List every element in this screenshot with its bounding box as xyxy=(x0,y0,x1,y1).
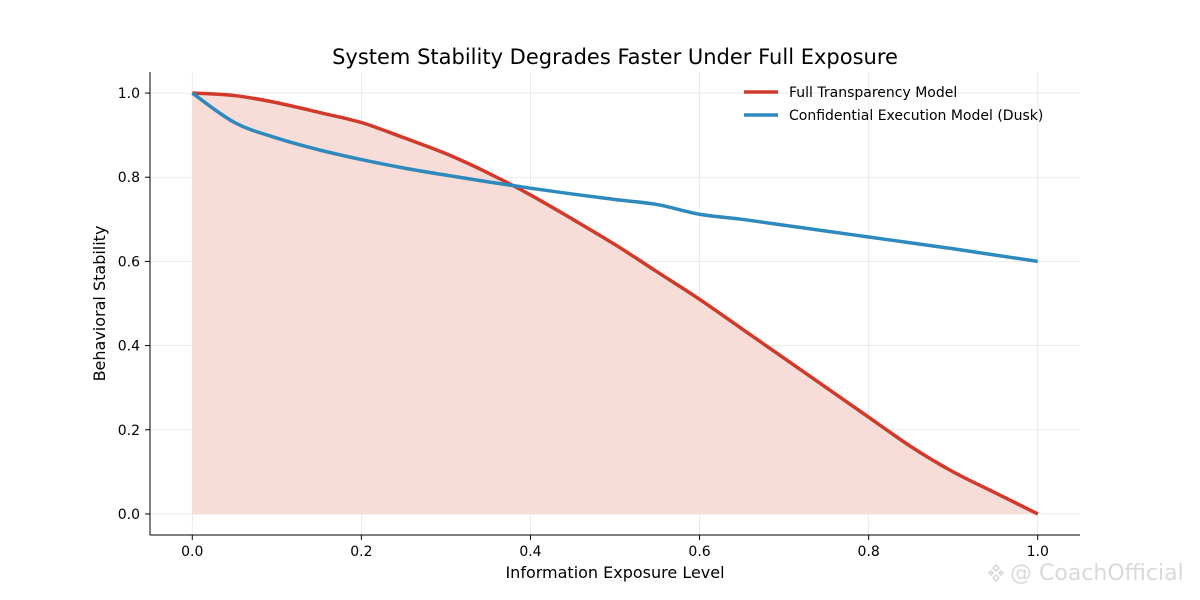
series-line-0 xyxy=(192,91,1039,516)
series-fill-0 xyxy=(192,93,1038,514)
y-axis-label: Behavioral Stability xyxy=(90,226,109,382)
x-tick-label: 0.8 xyxy=(858,544,880,560)
series-line-1 xyxy=(191,91,1038,264)
binance-logo-icon xyxy=(987,563,1005,583)
y-tick-label: 1.0 xyxy=(118,86,140,102)
x-tick-label: 0.2 xyxy=(350,544,372,560)
x-tick-label: 0.6 xyxy=(688,544,710,560)
chart-title: System Stability Degrades Faster Under F… xyxy=(332,45,898,69)
y-tick-label: 0.6 xyxy=(118,254,140,270)
legend-label-0: Full Transparency Model xyxy=(789,85,957,101)
y-tick-label: 0.8 xyxy=(118,170,140,186)
x-tick-label: 0.4 xyxy=(519,544,541,560)
x-tick-label: 0.0 xyxy=(181,544,203,560)
y-tick-label: 0.4 xyxy=(118,339,140,355)
watermark: @ CoachOfficial xyxy=(986,561,1184,586)
watermark-text: @ CoachOfficial xyxy=(1010,561,1184,586)
y-tick-label: 0.0 xyxy=(118,507,140,523)
legend-label-1: Confidential Execution Model (Dusk) xyxy=(789,108,1043,124)
x-axis-label: Information Exposure Level xyxy=(505,563,724,582)
y-tick-label: 0.2 xyxy=(118,423,140,439)
x-tick-label: 1.0 xyxy=(1027,544,1049,560)
